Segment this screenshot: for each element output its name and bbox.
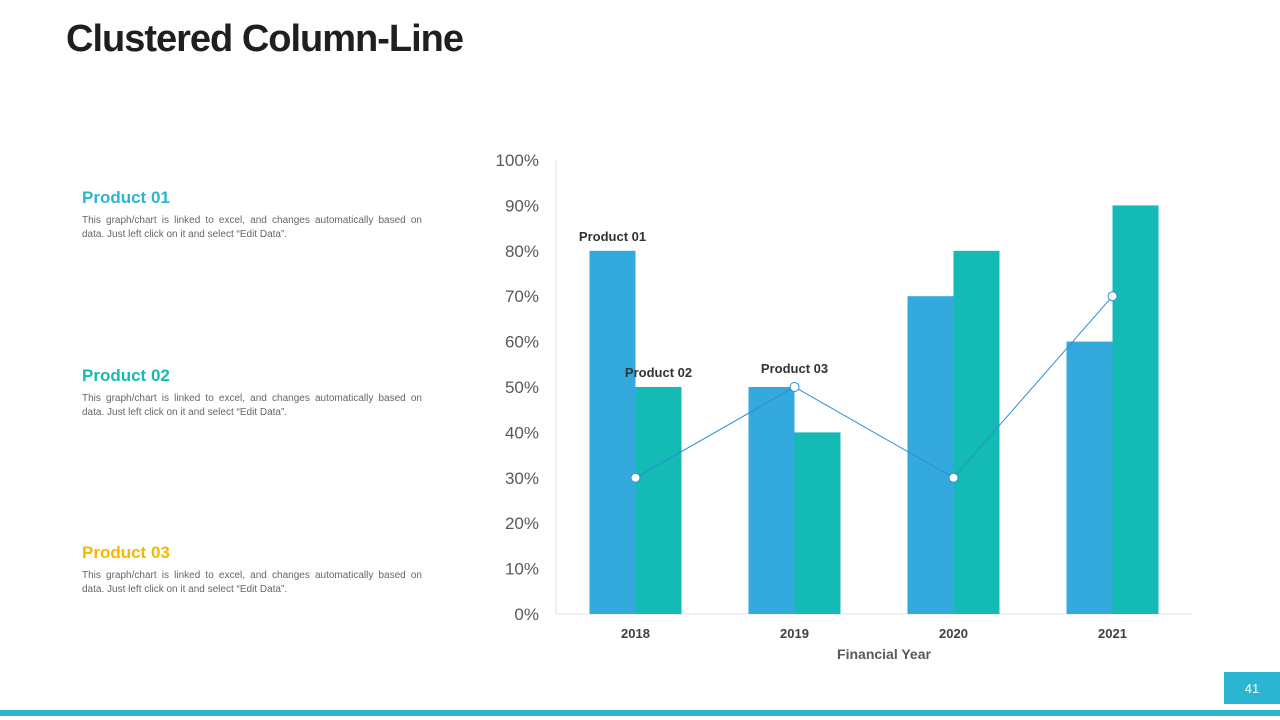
y-tick-label: 60% [505,333,539,352]
product-03-title: Product 03 [82,543,170,562]
product-03-text: This graph/chart is linked to excel, and… [82,570,422,595]
product-02-description: Product 02 This graph/chart is linked to… [82,366,422,420]
bar-product-01-2018 [589,250,636,615]
bar-product-01-2021 [1066,341,1113,614]
product-02-text: This graph/chart is linked to excel, and… [82,393,422,418]
line-product-03 [635,295,1113,479]
y-tick-label: 10% [505,560,539,579]
page-number: 41 [1224,672,1280,704]
data-label: Product 01 [579,229,646,244]
product-03-description: Product 03 This graph/chart is linked to… [82,543,422,597]
data-label: Product 03 [761,361,828,376]
y-tick-label: 70% [505,287,539,306]
y-tick-label: 80% [505,242,539,261]
y-tick-label: 50% [505,378,539,397]
slide-title: Clustered Column-Line [66,18,464,60]
y-tick-label: 40% [505,423,539,442]
y-tick-label: 0% [514,605,539,624]
bar-product-02-2020 [953,250,1000,615]
bar-product-02-2021 [1112,205,1159,614]
x-tick-label: 2021 [1098,626,1127,641]
y-tick-label: 30% [505,469,539,488]
line-point-2019 [789,382,800,392]
product-02-title: Product 02 [82,366,170,385]
line-point-2018 [630,472,641,483]
bottom-accent-bar [0,710,1280,716]
product-01-description: Product 01 This graph/chart is linked to… [82,188,422,242]
x-axis-title: Financial Year [837,646,931,662]
data-label: Product 02 [625,365,692,380]
y-tick-label: 20% [505,514,539,533]
line-point-2021 [1107,291,1118,302]
line-point-2020 [948,472,959,483]
x-tick-label: 2018 [621,626,650,641]
y-tick-label: 90% [505,196,539,215]
x-tick-label: 2019 [780,626,809,641]
product-01-title: Product 01 [82,188,170,207]
y-tick-label: 100% [496,151,539,170]
product-01-text: This graph/chart is linked to excel, and… [82,215,422,240]
bar-product-02-2019 [794,432,841,614]
bar-product-01-2020 [907,296,954,614]
x-tick-label: 2020 [939,626,968,641]
bar-product-01-2019 [748,387,795,614]
bar-product-02-2018 [635,387,682,614]
